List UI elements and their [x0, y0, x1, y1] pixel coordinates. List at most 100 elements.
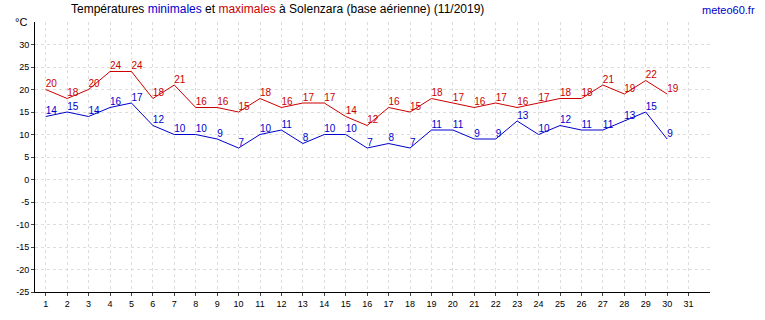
- svg-text:11: 11: [255, 299, 264, 309]
- svg-text:14: 14: [46, 105, 58, 116]
- svg-text:17: 17: [131, 92, 143, 103]
- svg-text:18: 18: [153, 87, 165, 98]
- svg-text:11: 11: [453, 119, 464, 130]
- svg-text:22: 22: [491, 299, 501, 309]
- svg-text:17: 17: [324, 92, 336, 103]
- svg-text:8: 8: [193, 299, 198, 309]
- svg-text:18: 18: [431, 87, 443, 98]
- svg-text:22: 22: [646, 69, 658, 80]
- svg-text:15: 15: [410, 101, 422, 112]
- svg-text:Températures minimales et maxi: Températures minimales et maximales à So…: [71, 2, 484, 16]
- svg-text:10: 10: [196, 123, 208, 134]
- svg-text:10: 10: [234, 299, 244, 309]
- svg-text:16: 16: [474, 96, 486, 107]
- svg-text:12: 12: [560, 114, 572, 125]
- svg-text:18: 18: [260, 87, 272, 98]
- svg-text:19: 19: [624, 83, 636, 94]
- svg-text:20: 20: [19, 85, 29, 95]
- svg-text:2: 2: [65, 299, 70, 309]
- svg-text:16: 16: [362, 299, 372, 309]
- svg-text:15: 15: [67, 101, 79, 112]
- svg-text:9: 9: [496, 128, 502, 139]
- svg-text:12: 12: [276, 299, 286, 309]
- svg-text:15: 15: [646, 101, 658, 112]
- svg-text:9: 9: [474, 128, 480, 139]
- svg-text:18: 18: [560, 87, 572, 98]
- svg-text:14: 14: [346, 105, 358, 116]
- svg-text:7: 7: [239, 137, 245, 148]
- svg-text:31: 31: [684, 299, 694, 309]
- svg-text:1: 1: [43, 299, 48, 309]
- svg-text:23: 23: [512, 299, 522, 309]
- svg-text:24: 24: [110, 60, 122, 71]
- svg-text:20: 20: [89, 78, 101, 89]
- svg-text:9: 9: [667, 128, 673, 139]
- svg-text:13: 13: [624, 110, 636, 121]
- svg-text:26: 26: [576, 299, 586, 309]
- svg-text:16: 16: [196, 96, 208, 107]
- svg-text:7: 7: [367, 137, 373, 148]
- svg-text:21: 21: [603, 74, 615, 85]
- svg-text:18: 18: [67, 87, 79, 98]
- svg-text:28: 28: [619, 299, 629, 309]
- svg-text:29: 29: [641, 299, 651, 309]
- svg-text:-10: -10: [16, 220, 29, 230]
- svg-text:°C: °C: [15, 16, 27, 28]
- svg-text:10: 10: [260, 123, 272, 134]
- svg-text:13: 13: [298, 299, 308, 309]
- svg-text:16: 16: [517, 96, 529, 107]
- svg-text:19: 19: [667, 83, 679, 94]
- svg-text:8: 8: [303, 132, 309, 143]
- svg-text:14: 14: [319, 299, 329, 309]
- svg-text:11: 11: [431, 119, 442, 130]
- svg-text:5: 5: [24, 152, 29, 162]
- svg-text:-15: -15: [16, 242, 29, 252]
- svg-text:17: 17: [384, 299, 394, 309]
- svg-text:11: 11: [281, 119, 292, 130]
- svg-text:3: 3: [86, 299, 91, 309]
- svg-text:-5: -5: [21, 197, 29, 207]
- svg-text:17: 17: [539, 92, 551, 103]
- svg-text:10: 10: [346, 123, 358, 134]
- svg-text:30: 30: [662, 299, 672, 309]
- svg-text:-25: -25: [16, 287, 29, 297]
- svg-text:18: 18: [581, 87, 593, 98]
- svg-text:21: 21: [469, 299, 479, 309]
- svg-text:12: 12: [153, 114, 165, 125]
- svg-text:30: 30: [19, 40, 29, 50]
- svg-text:10: 10: [539, 123, 551, 134]
- svg-text:21: 21: [174, 74, 186, 85]
- svg-text:20: 20: [448, 299, 458, 309]
- svg-text:10: 10: [324, 123, 336, 134]
- svg-text:18: 18: [405, 299, 415, 309]
- svg-text:10: 10: [19, 130, 29, 140]
- svg-text:8: 8: [389, 132, 395, 143]
- svg-text:10: 10: [174, 123, 186, 134]
- svg-text:9: 9: [217, 128, 223, 139]
- svg-text:14: 14: [89, 105, 101, 116]
- svg-text:17: 17: [496, 92, 508, 103]
- svg-text:15: 15: [341, 299, 351, 309]
- svg-text:7: 7: [410, 137, 416, 148]
- svg-text:11: 11: [603, 119, 614, 130]
- svg-text:6: 6: [150, 299, 155, 309]
- svg-text:7: 7: [172, 299, 177, 309]
- svg-text:24: 24: [534, 299, 544, 309]
- svg-text:0: 0: [24, 175, 29, 185]
- svg-text:11: 11: [581, 119, 592, 130]
- svg-text:9: 9: [215, 299, 220, 309]
- svg-text:12: 12: [367, 114, 379, 125]
- svg-text:16: 16: [110, 96, 122, 107]
- svg-text:17: 17: [303, 92, 315, 103]
- svg-text:16: 16: [281, 96, 293, 107]
- svg-text:15: 15: [19, 107, 29, 117]
- svg-text:25: 25: [555, 299, 565, 309]
- svg-text:24: 24: [131, 60, 143, 71]
- svg-text:19: 19: [426, 299, 436, 309]
- svg-text:-20: -20: [16, 265, 29, 275]
- svg-text:25: 25: [19, 62, 29, 72]
- svg-text:meteo60.fr: meteo60.fr: [702, 4, 755, 16]
- svg-text:15: 15: [239, 101, 251, 112]
- svg-text:16: 16: [217, 96, 229, 107]
- svg-text:13: 13: [517, 110, 529, 121]
